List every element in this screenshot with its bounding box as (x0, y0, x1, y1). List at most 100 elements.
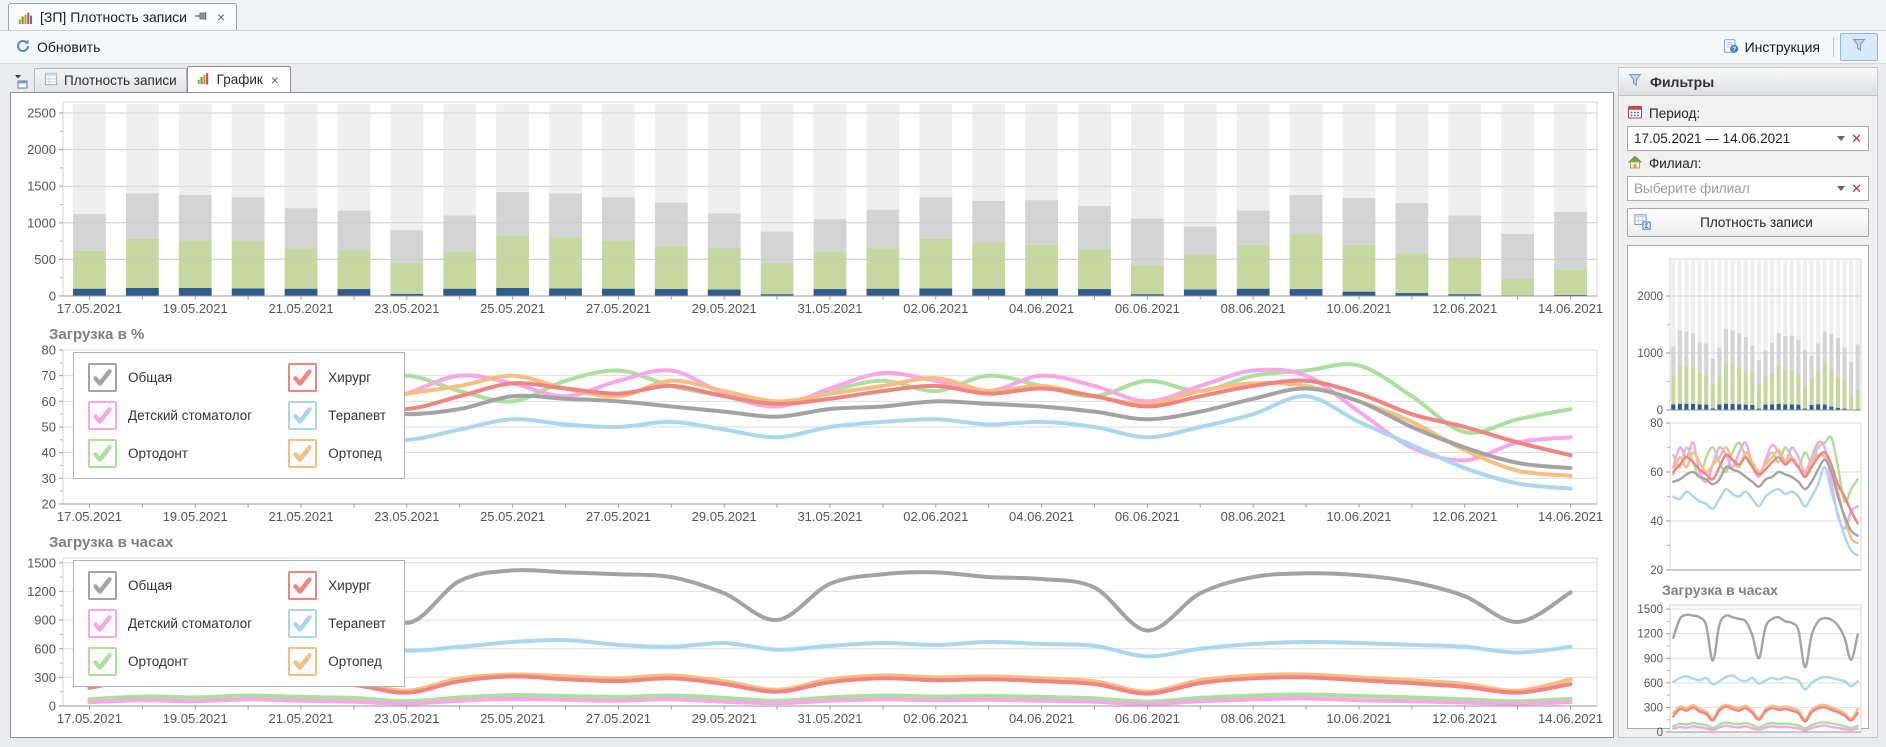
svg-text:19.05.2021: 19.05.2021 (163, 509, 228, 524)
filter-toggle-button[interactable] (1840, 33, 1878, 61)
svg-text:70: 70 (42, 368, 56, 383)
svg-text:25.05.2021: 25.05.2021 (480, 301, 545, 316)
svg-text:1500: 1500 (27, 555, 56, 570)
window-tab-density[interactable]: [ЗП] Плотность записи × (8, 3, 238, 30)
svg-text:23.05.2021: 23.05.2021 (374, 509, 439, 524)
svg-text:0: 0 (1657, 405, 1663, 416)
chevron-down-icon[interactable] (1837, 136, 1846, 141)
branch-combobox[interactable]: Выберите филиал ✕ (1627, 176, 1869, 201)
instruction-button[interactable]: ? Инструкция (1716, 35, 1827, 60)
legend-item[interactable]: Общая (88, 363, 252, 392)
legend-label: Ортодонт (128, 654, 188, 669)
tab-density-table[interactable]: Плотность записи (34, 68, 187, 92)
close-icon[interactable]: × (217, 9, 226, 25)
legend-label: Детский стоматолог (128, 408, 253, 423)
svg-text:02.06.2021: 02.06.2021 (903, 711, 968, 726)
clear-icon[interactable]: ✕ (1851, 131, 1862, 146)
checkbox-checked-icon (88, 363, 117, 392)
legend-label: Хирург (328, 370, 372, 385)
svg-text:Σ: Σ (1645, 222, 1649, 229)
chevron-down-icon[interactable] (1837, 186, 1846, 191)
svg-text:12.06.2021: 12.06.2021 (1432, 301, 1497, 316)
svg-text:31.05.2021: 31.05.2021 (797, 509, 862, 524)
mini-density-bar-chart: 0 1000 2000 (1637, 258, 1862, 416)
refresh-icon (15, 38, 31, 57)
legend-item[interactable]: Общая (88, 571, 252, 600)
svg-text:27.05.2021: 27.05.2021 (586, 711, 651, 726)
checkbox-checked-icon (88, 609, 117, 638)
checkbox-checked-icon (88, 647, 117, 676)
svg-text:12.06.2021: 12.06.2021 (1432, 711, 1497, 726)
pin-icon[interactable] (194, 9, 208, 26)
legend-item[interactable]: Терапевт (288, 609, 386, 638)
svg-text:02.06.2021: 02.06.2021 (903, 301, 968, 316)
density-report-button[interactable]: Σ Плотность записи (1627, 208, 1869, 237)
svg-text:40: 40 (42, 445, 56, 460)
legend-item[interactable]: Ортодонт (88, 647, 252, 676)
legend-item[interactable]: Хирург (288, 571, 386, 600)
svg-text:14.06.2021: 14.06.2021 (1538, 509, 1603, 524)
bar-chart-icon (18, 10, 33, 25)
svg-text:31.05.2021: 31.05.2021 (797, 301, 862, 316)
svg-text:27.05.2021: 27.05.2021 (586, 509, 651, 524)
calendar-icon (1627, 104, 1643, 123)
checkbox-checked-icon (88, 401, 117, 430)
refresh-button[interactable]: Обновить (8, 35, 107, 60)
tab-graph-label: График (216, 72, 263, 87)
legend-label: Общая (128, 370, 173, 385)
legend-item[interactable]: Хирург (288, 363, 386, 392)
svg-text:1200: 1200 (27, 584, 56, 599)
funnel-icon (1627, 72, 1643, 91)
period-label-row: Период: (1627, 104, 1869, 123)
chart-panel: 0 500 1000 1500 2000 2500 17.05.2021 19.05.2021… (10, 92, 1614, 738)
clear-icon[interactable]: ✕ (1851, 181, 1862, 196)
period-label: Период: (1649, 106, 1701, 121)
tab-list-dropdown-icon[interactable] (10, 70, 32, 92)
percent-chart-block: 20 30 40 50 60 70 80 17.05.2021 19.05.2021 21.05.… (17, 345, 1607, 527)
svg-text:19.05.2021: 19.05.2021 (163, 301, 228, 316)
svg-text:08.06.2021: 08.06.2021 (1221, 301, 1286, 316)
svg-text:30: 30 (42, 471, 56, 486)
legend-item[interactable]: Детский стоматолог (88, 401, 252, 430)
legend-label: Терапевт (328, 408, 387, 423)
svg-text:60: 60 (1650, 467, 1663, 479)
svg-text:600: 600 (1644, 678, 1663, 690)
home-icon (1627, 154, 1643, 173)
svg-text:06.06.2021: 06.06.2021 (1115, 301, 1180, 316)
svg-text:500: 500 (34, 252, 56, 267)
legend-item[interactable]: Ортопед (288, 439, 386, 468)
legend-item[interactable]: Терапевт (288, 401, 386, 430)
filters-body: Период: 17.05.2021 — 14.06.2021 ✕ Филиал… (1619, 96, 1877, 738)
svg-text:600: 600 (34, 641, 56, 656)
legend-label: Детский стоматолог (128, 616, 253, 631)
svg-text:14.06.2021: 14.06.2021 (1538, 711, 1603, 726)
svg-text:1200: 1200 (1637, 629, 1663, 641)
legend-item[interactable]: Ортодонт (88, 439, 252, 468)
mini-charts-panel: 0 1000 2000 20 40 60 80 Загрузка в часах 0 300… (1627, 245, 1869, 738)
svg-text:14.06.2021: 14.06.2021 (1538, 301, 1603, 316)
svg-text:29.05.2021: 29.05.2021 (692, 711, 757, 726)
svg-text:08.06.2021: 08.06.2021 (1221, 509, 1286, 524)
checkbox-checked-icon (288, 571, 318, 600)
mini-percent-line-chart: 20 40 60 80 (1650, 418, 1862, 576)
checkbox-checked-icon (88, 571, 117, 600)
svg-text:80: 80 (1650, 418, 1663, 430)
mini-hours-chart-title: Загрузка в часах (1662, 582, 1778, 598)
svg-text:27.05.2021: 27.05.2021 (586, 301, 651, 316)
legend-item[interactable]: Детский стоматолог (88, 609, 252, 638)
legend-label: Ортопед (328, 446, 382, 461)
svg-text:10.06.2021: 10.06.2021 (1326, 301, 1391, 316)
tab-graph[interactable]: График × (186, 66, 291, 92)
instruction-label: Инструкция (1744, 39, 1820, 55)
checkbox-checked-icon (288, 609, 318, 638)
legend-item[interactable]: Ортопед (288, 647, 386, 676)
branch-label: Филиал: (1649, 156, 1702, 171)
legend-label: Общая (128, 578, 173, 593)
close-icon[interactable]: × (270, 71, 279, 88)
legend-label: Хирург (328, 578, 372, 593)
svg-text:2000: 2000 (1637, 291, 1663, 303)
period-combobox[interactable]: 17.05.2021 — 14.06.2021 ✕ (1627, 126, 1869, 151)
svg-text:300: 300 (1644, 702, 1663, 714)
checkbox-checked-icon (88, 439, 117, 468)
hours-chart-legend: Общая Детский стоматолог Ортодонт Хирург… (73, 560, 406, 687)
